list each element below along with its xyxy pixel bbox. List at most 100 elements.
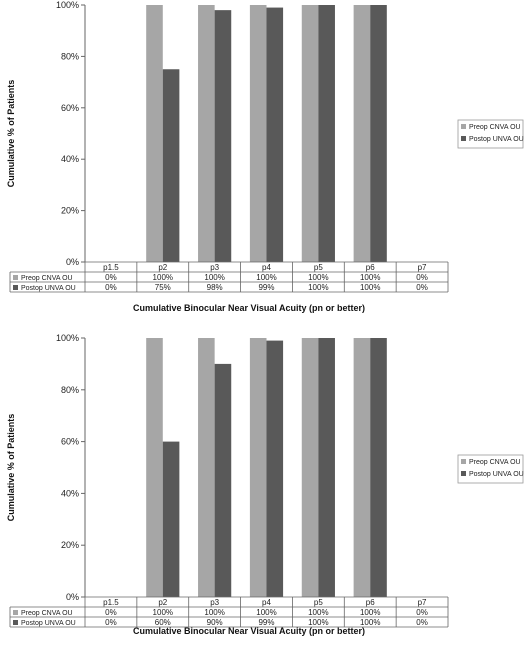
table-cell: 98% [207, 283, 223, 292]
table-cell: 0% [416, 618, 428, 627]
x-axis-title: Cumulative Binocular Near Visual Acuity … [133, 303, 365, 313]
table-cell: 75% [155, 283, 171, 292]
x-tick-label: p2 [158, 598, 167, 607]
table-cell: 100% [360, 273, 380, 282]
table-legend-swatch [13, 610, 18, 615]
y-tick-label: 60% [61, 103, 79, 113]
bar-preop-p4 [249, 5, 267, 262]
table-cell: 99% [258, 618, 274, 627]
table-cell: 100% [256, 273, 276, 282]
bar-preop-p5 [301, 5, 319, 262]
table-cell: 100% [360, 618, 380, 627]
legend-label: Postop UNVA OU [469, 471, 524, 478]
bar-postop-p3 [214, 10, 232, 263]
table-cell: 99% [258, 283, 274, 292]
table-cell: 0% [416, 283, 428, 292]
bar-postop-p5 [318, 5, 335, 262]
bar-postop-p4 [266, 340, 284, 597]
x-tick-label: p7 [418, 263, 427, 272]
bar-postop-p2 [162, 69, 180, 262]
x-tick-label: p4 [262, 263, 271, 272]
bar-postop-p6 [370, 338, 387, 597]
legend-swatch [461, 124, 466, 129]
table-cell: 100% [204, 608, 224, 617]
bar-preop-p3 [198, 5, 215, 262]
table-cell: 0% [105, 283, 117, 292]
y-tick-label: 60% [61, 437, 79, 447]
bar-preop-p3 [198, 338, 215, 597]
table-cell: 60% [155, 618, 171, 627]
legend-label: Preop CNVA OU [469, 459, 521, 466]
table-cell: 0% [105, 273, 117, 282]
table-cell: 100% [256, 608, 276, 617]
y-tick-label: 40% [61, 154, 79, 164]
table-cell: 100% [153, 273, 173, 282]
chart-1: 0% 20% 40% 60% 80% 100% Cumulative % of Patien… [6, 0, 524, 313]
y-tick-label: 20% [61, 206, 79, 216]
bar-preop-p6 [353, 5, 371, 262]
table-cell: 100% [308, 283, 328, 292]
x-tick-label: p4 [262, 598, 271, 607]
table-series-name: Preop CNVA OU [21, 610, 73, 617]
table-cell: 0% [416, 608, 428, 617]
y-axis-title: Cumulative % of Patients [6, 414, 16, 522]
table-legend-swatch [13, 275, 18, 280]
legend: Preop CNVA OU Postop UNVA OU [457, 119, 524, 149]
bar-preop-p2 [146, 5, 163, 262]
table-cell: 100% [308, 608, 328, 617]
table-legend-swatch [13, 285, 18, 290]
table-cell: 100% [360, 283, 380, 292]
legend-box [457, 119, 524, 149]
x-axis-title: Cumulative Binocular Near Visual Acuity … [133, 626, 365, 636]
x-tick-label: p1.5 [103, 263, 119, 272]
bar-preop-p2 [146, 338, 163, 597]
bar-postop-p2 [162, 441, 180, 597]
x-tick-label: p6 [366, 598, 375, 607]
legend: Preop CNVA OU Postop UNVA OU [457, 454, 524, 484]
legend-swatch [461, 136, 466, 141]
x-tick-label: p3 [210, 598, 219, 607]
bar-preop-p4 [249, 338, 267, 597]
y-tick-label: 20% [61, 540, 79, 550]
bar-postop-p4 [266, 7, 284, 262]
table-series-name: Postop UNVA OU [21, 620, 76, 627]
table-cell: 0% [105, 608, 117, 617]
legend-label: Preop CNVA OU [469, 124, 521, 131]
x-tick-label: p1.5 [103, 598, 119, 607]
table-cell: 100% [360, 608, 380, 617]
legend-box [457, 454, 524, 484]
y-tick-label: 0% [66, 257, 79, 267]
y-tick-label: 40% [61, 488, 79, 498]
x-tick-label: p7 [418, 598, 427, 607]
bar-postop-p6 [370, 5, 387, 262]
table-cell: 100% [308, 618, 328, 627]
table-cell: 100% [204, 273, 224, 282]
table-cell: 90% [207, 618, 223, 627]
bar-preop-p5 [301, 338, 319, 597]
legend-swatch [461, 459, 466, 464]
y-tick-label: 80% [61, 51, 79, 61]
x-tick-label: p6 [366, 263, 375, 272]
y-tick-label: 80% [61, 385, 79, 395]
table-cell: 0% [105, 618, 117, 627]
x-tick-label: p3 [210, 263, 219, 272]
bar-postop-p3 [214, 363, 232, 597]
legend-swatch [461, 471, 466, 476]
x-tick-label: p2 [158, 263, 167, 272]
table-series-name: Postop UNVA OU [21, 285, 76, 292]
y-tick-label: 100% [56, 333, 79, 343]
bar-postop-p5 [318, 338, 335, 597]
y-tick-label: 0% [66, 592, 79, 602]
table-cell: 0% [416, 273, 428, 282]
table-cell: 100% [308, 273, 328, 282]
x-tick-label: p5 [314, 263, 323, 272]
legend-label: Postop UNVA OU [469, 136, 524, 143]
y-axis-title: Cumulative % of Patients [6, 80, 16, 188]
table-cell: 100% [153, 608, 173, 617]
bar-preop-p6 [353, 338, 371, 597]
table-legend-swatch [13, 620, 18, 625]
table-series-name: Preop CNVA OU [21, 275, 73, 282]
chart-2: 0% 20% 40% 60% 80% 100% Cumulative % of Patien… [6, 333, 524, 636]
x-tick-label: p5 [314, 598, 323, 607]
